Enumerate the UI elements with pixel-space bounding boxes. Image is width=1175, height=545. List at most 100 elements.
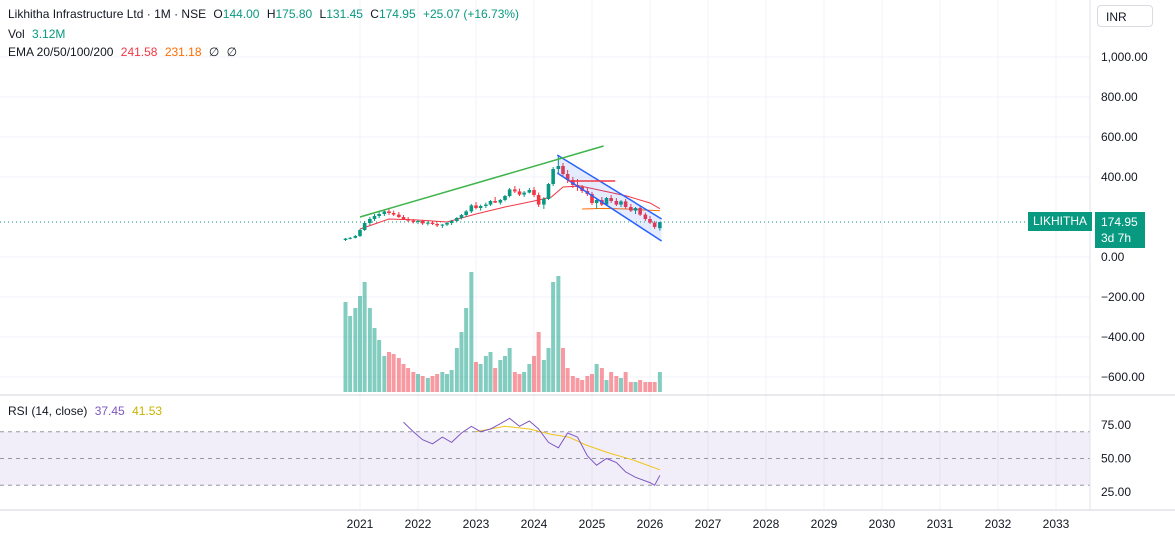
candle-body <box>652 222 657 227</box>
volume-bar <box>372 328 377 392</box>
low-value: 131.45 <box>326 7 363 21</box>
ema100-value: ∅ <box>208 45 220 59</box>
year-tick-label: 2027 <box>695 517 722 531</box>
volume-bar <box>532 356 536 392</box>
rsi-tick-label: 50.00 <box>1101 452 1131 466</box>
candle-body <box>643 214 648 219</box>
volume-bar <box>512 372 517 392</box>
candle-body <box>358 230 362 236</box>
year-tick-label: 2033 <box>1043 517 1070 531</box>
candle-body <box>478 206 483 208</box>
candle-body <box>556 166 561 169</box>
candle-body <box>565 174 570 180</box>
rsi-ma-value: 41.53 <box>132 404 163 418</box>
candle-body <box>517 191 522 195</box>
candle-body <box>542 199 546 205</box>
rsi-legend[interactable]: RSI (14, close) 37.45 41.53 <box>8 404 166 418</box>
price-tick-label: −600.00 <box>1101 370 1145 384</box>
rsi-label: RSI (14, close) <box>8 404 88 418</box>
ema50-line <box>582 207 660 212</box>
candle-body <box>348 237 352 239</box>
close-label: C <box>370 7 379 21</box>
price-tick-label: −200.00 <box>1101 290 1145 304</box>
candle-body <box>614 201 619 205</box>
volume-bar <box>546 348 551 392</box>
volume-bar <box>391 354 396 392</box>
volume-bar <box>478 364 483 392</box>
volume-bar <box>430 376 435 392</box>
volume-bar <box>343 302 348 392</box>
rsi-lines <box>403 417 661 486</box>
year-tick-label: 2021 <box>347 517 374 531</box>
candle-body <box>474 205 478 208</box>
rsi-band <box>0 431 1090 486</box>
rsi-value: 37.45 <box>94 404 125 418</box>
price-tick-label: 400.00 <box>1101 170 1138 184</box>
ema-label: EMA 20/50/100/200 <box>8 45 114 59</box>
candle-body <box>484 204 488 206</box>
candle-body <box>445 223 449 225</box>
close-value: 174.95 <box>378 7 416 21</box>
candle-body <box>629 207 633 211</box>
candle-body <box>377 214 381 216</box>
vol-value: 3.12M <box>32 27 66 41</box>
rsi-line <box>403 417 661 486</box>
year-tick-label: 2025 <box>579 517 606 531</box>
price-tick-label: 1,000.00 <box>1101 50 1148 64</box>
volume-bar <box>469 272 474 392</box>
volume-legend[interactable]: Vol 3.12M <box>8 27 69 41</box>
volume-bar <box>435 374 440 392</box>
year-tick-label: 2023 <box>463 517 490 531</box>
candle-body <box>513 189 517 192</box>
candle-body <box>420 221 425 224</box>
symbol-line[interactable]: Likhitha Infrastructure Ltd · 1M · NSE <box>8 7 207 21</box>
year-tick-label: 2032 <box>985 517 1012 531</box>
ema-legend[interactable]: EMA 20/50/100/200 241.58 231.18 ∅ ∅ <box>8 45 241 59</box>
volume-bar <box>594 364 599 392</box>
volume-bar <box>348 316 353 392</box>
volume-bar <box>556 276 561 392</box>
currency-button[interactable]: INR <box>1097 5 1153 27</box>
candle-body <box>459 215 464 218</box>
candle-body <box>368 219 372 223</box>
channel-fill <box>557 155 662 241</box>
candle-body <box>416 221 420 222</box>
volume-bar <box>580 380 585 392</box>
high-value: 175.80 <box>275 7 313 21</box>
candle-body <box>488 201 493 205</box>
volume-bar <box>483 356 488 392</box>
price-grid <box>0 0 1090 510</box>
volume-bars <box>343 272 662 392</box>
volume-bar <box>411 372 416 392</box>
channel-lower-line <box>556 172 663 242</box>
volume-bar <box>367 308 372 392</box>
volume-bar <box>517 374 522 392</box>
volume-bar <box>449 370 454 392</box>
candle-body <box>493 201 497 203</box>
volume-bar <box>619 378 623 392</box>
candle-body <box>527 190 532 193</box>
candle-body <box>561 166 565 174</box>
rsi-ma-line <box>475 425 661 471</box>
candle-body <box>469 205 474 212</box>
ema50-value: 231.18 <box>164 45 202 59</box>
candle-body <box>411 220 416 222</box>
volume-bar <box>633 382 638 392</box>
volume-bar <box>652 382 657 392</box>
candle-body <box>435 224 439 226</box>
last-price: 174.95 <box>1101 215 1138 229</box>
candle-body <box>391 213 396 215</box>
candle-body <box>536 195 541 205</box>
candle-body <box>343 238 348 240</box>
candle-body <box>507 189 512 196</box>
candle-body <box>551 169 555 184</box>
volume-bar <box>657 372 662 392</box>
candle-body <box>658 222 662 229</box>
ema200-value: ∅ <box>226 45 238 59</box>
volume-bar <box>609 372 614 392</box>
symbol-price-tag: LIKHITHA <box>1028 212 1093 231</box>
candle-body <box>362 223 367 230</box>
candle-body <box>426 222 430 224</box>
volume-bar <box>585 376 590 392</box>
